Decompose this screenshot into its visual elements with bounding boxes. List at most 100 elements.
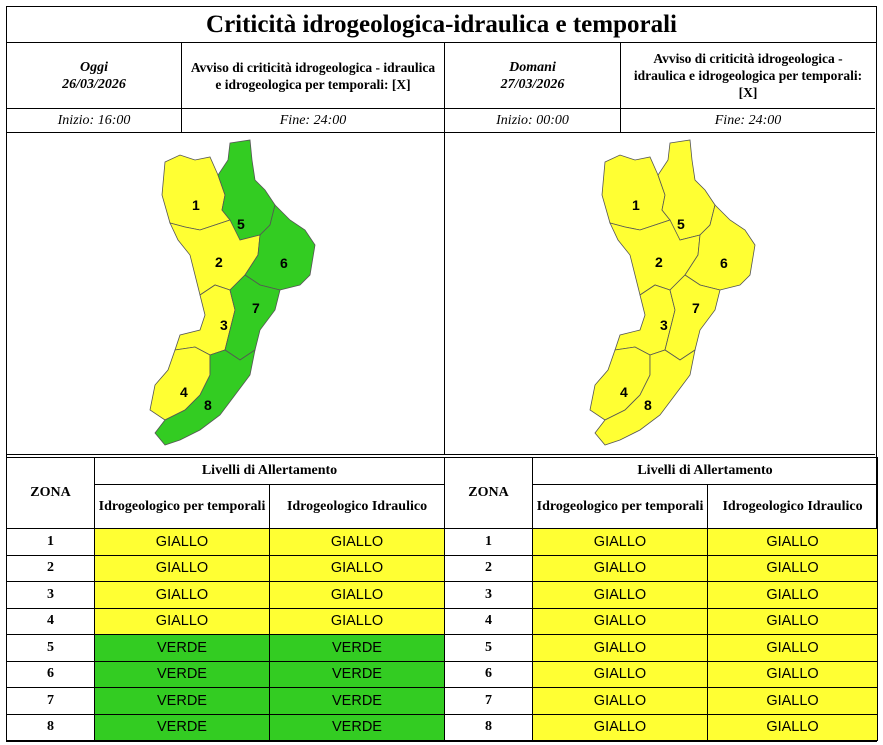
table-row: 1 GIALLO GIALLO <box>444 528 879 556</box>
level-idraulico: VERDE <box>268 687 446 715</box>
tomorrow-map-panel <box>445 133 875 455</box>
today-map-panel <box>7 133 445 455</box>
zone-number: 1 <box>6 528 95 556</box>
tomorrow-start: Inizio: 00:00 <box>445 109 621 133</box>
today-zone-map: 1 5 2 6 7 3 4 8 <box>149 139 316 446</box>
zone-1-label: 1 <box>192 197 200 213</box>
table-row: 4 GIALLO GIALLO <box>6 607 446 635</box>
zone-7-area <box>224 274 281 361</box>
table-row: 4 GIALLO GIALLO <box>444 607 879 635</box>
level-temporali: GIALLO <box>532 660 708 688</box>
zone-number: 5 <box>6 634 95 662</box>
zone-number: 3 <box>6 581 95 609</box>
zone-3-label: 3 <box>660 317 668 333</box>
level-idraulico: GIALLO <box>706 634 879 662</box>
level-idraulico: GIALLO <box>706 581 879 609</box>
zone-number: 4 <box>6 607 95 635</box>
table-row: 5 VERDE VERDE <box>6 634 446 662</box>
level-idraulico: GIALLO <box>268 607 446 635</box>
col-idraulico-header: Idrogeologico Idraulico <box>706 484 879 529</box>
zone-number: 6 <box>444 660 533 688</box>
today-notice: Avviso di criticità idrogeologica - idra… <box>182 43 445 109</box>
zone-5-label: 5 <box>237 216 245 232</box>
table-row: 8 GIALLO GIALLO <box>444 713 879 741</box>
level-temporali: GIALLO <box>532 687 708 715</box>
table-row: 3 GIALLO GIALLO <box>6 581 446 609</box>
tomorrow-end: Fine: 24:00 <box>621 109 875 133</box>
zone-4-label: 4 <box>180 384 188 400</box>
table-row: 6 GIALLO GIALLO <box>444 660 879 688</box>
level-temporali: GIALLO <box>532 528 708 556</box>
tomorrow-day-label: Domani <box>509 59 556 75</box>
table-row: 8 VERDE VERDE <box>6 713 446 741</box>
zone-6-label: 6 <box>280 255 288 271</box>
zone-number: 1 <box>444 528 533 556</box>
level-idraulico: GIALLO <box>268 581 446 609</box>
level-temporali: GIALLO <box>94 581 270 609</box>
zone-number: 7 <box>444 687 533 715</box>
tomorrow-zone-map: 1 5 2 6 7 3 4 8 <box>589 139 756 446</box>
level-idraulico: GIALLO <box>706 607 879 635</box>
level-idraulico: VERDE <box>268 634 446 662</box>
table-row: 7 VERDE VERDE <box>6 687 446 715</box>
zona-header: ZONA <box>6 457 95 529</box>
zone-number: 8 <box>444 713 533 741</box>
table-row: 6 VERDE VERDE <box>6 660 446 688</box>
level-idraulico: VERDE <box>268 660 446 688</box>
zone-number: 2 <box>444 554 533 582</box>
level-temporali: GIALLO <box>94 528 270 556</box>
level-temporali: GIALLO <box>532 554 708 582</box>
zone-8-label: 8 <box>204 397 212 413</box>
zone-1-area <box>601 154 671 231</box>
level-temporali: GIALLO <box>532 713 708 741</box>
zone-number: 4 <box>444 607 533 635</box>
zona-header: ZONA <box>444 457 533 529</box>
col-temporali-header: Idrogeologico per temporali <box>94 484 270 529</box>
col-idraulico-header: Idrogeologico Idraulico <box>268 484 446 529</box>
today-end: Fine: 24:00 <box>182 109 445 133</box>
zone-7-label: 7 <box>692 300 700 316</box>
level-idraulico: GIALLO <box>706 528 879 556</box>
today-day-label: Oggi <box>80 59 108 75</box>
tomorrow-date: 27/03/2026 <box>500 76 565 92</box>
zone-number: 5 <box>444 634 533 662</box>
levels-header: Livelli di Allertamento <box>93 457 446 485</box>
zone-number: 6 <box>6 660 95 688</box>
level-idraulico: GIALLO <box>706 687 879 715</box>
zone-5-label: 5 <box>677 216 685 232</box>
page-title: Criticità idrogeologica-idraulica e temp… <box>7 7 876 43</box>
zone-2-label: 2 <box>655 254 663 270</box>
bulletin-frame: Criticità idrogeologica-idraulica e temp… <box>6 6 877 742</box>
today-start: Inizio: 16:00 <box>7 109 182 133</box>
zone-7-area <box>664 274 721 361</box>
level-temporali: GIALLO <box>94 607 270 635</box>
level-idraulico: GIALLO <box>706 713 879 741</box>
table-row: 7 GIALLO GIALLO <box>444 687 879 715</box>
zone-7-label: 7 <box>252 300 260 316</box>
col-temporali-header: Idrogeologico per temporali <box>532 484 708 529</box>
zone-2-label: 2 <box>215 254 223 270</box>
tomorrow-day-cell: Domani 27/03/2026 <box>445 43 621 109</box>
level-temporali: GIALLO <box>94 554 270 582</box>
zone-6-label: 6 <box>720 255 728 271</box>
zone-number: 3 <box>444 581 533 609</box>
tomorrow-notice: Avviso di criticità idrogeologica - idra… <box>621 43 875 109</box>
zone-number: 7 <box>6 687 95 715</box>
level-idraulico: VERDE <box>268 713 446 741</box>
zone-4-label: 4 <box>620 384 628 400</box>
zone-8-label: 8 <box>644 397 652 413</box>
zone-8-area <box>154 349 256 446</box>
today-day-cell: Oggi 26/03/2026 <box>7 43 182 109</box>
level-temporali: GIALLO <box>532 607 708 635</box>
level-temporali: VERDE <box>94 713 270 741</box>
table-row: 3 GIALLO GIALLO <box>444 581 879 609</box>
table-row: 5 GIALLO GIALLO <box>444 634 879 662</box>
level-idraulico: GIALLO <box>268 528 446 556</box>
table-row: 1 GIALLO GIALLO <box>6 528 446 556</box>
zone-number: 2 <box>6 554 95 582</box>
today-date: 26/03/2026 <box>62 76 126 92</box>
level-idraulico: GIALLO <box>268 554 446 582</box>
zone-8-area <box>594 349 696 446</box>
zone-number: 8 <box>6 713 95 741</box>
level-temporali: VERDE <box>94 660 270 688</box>
